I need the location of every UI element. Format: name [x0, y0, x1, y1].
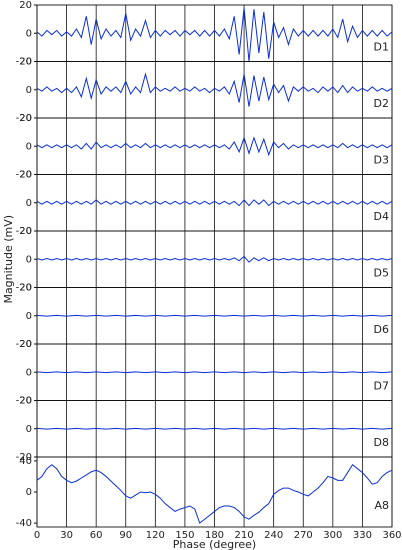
x-tick-label: 210	[235, 530, 254, 541]
signal-line	[36, 72, 393, 107]
y-tick-label: 0	[26, 311, 32, 322]
y-tick-label: 0	[26, 198, 32, 209]
y-tick-label: 0	[26, 254, 32, 265]
y-tick-label: 0	[26, 487, 32, 498]
signal-line	[36, 427, 393, 430]
x-tick-label: 150	[175, 530, 194, 541]
signal-line	[36, 199, 393, 207]
panel-label: D6	[374, 323, 389, 336]
x-tick-label: 240	[264, 530, 283, 541]
x-tick-label: 300	[323, 530, 342, 541]
x-tick-label: 0	[34, 530, 40, 541]
y-tick-label: 20	[19, 283, 32, 294]
x-tick-label: 120	[146, 530, 165, 541]
y-tick-label: 0	[26, 141, 32, 152]
signal-line	[36, 464, 393, 524]
x-tick-label: 270	[294, 530, 313, 541]
y-tick-label: 20	[19, 396, 32, 407]
x-axis-label: Phase (degree)	[173, 538, 256, 550]
x-tick-label: 360	[382, 530, 401, 541]
y-tick-label: 0	[26, 367, 32, 378]
panel-label: D5	[374, 266, 389, 279]
signal-line	[36, 255, 393, 263]
y-tick-label: -20	[16, 283, 32, 294]
y-tick-label: 20	[19, 57, 32, 68]
x-tick-label: 330	[353, 530, 372, 541]
y-tick-label: 0	[26, 28, 32, 39]
y-tick-label: -20	[16, 57, 32, 68]
signal-line	[36, 7, 393, 62]
x-tick-label: 60	[90, 530, 103, 541]
y-tick-label: 20	[19, 339, 32, 350]
y-tick-label: -20	[16, 452, 32, 463]
y-axis-label: Magnitude (mV)	[2, 215, 15, 304]
y-tick-label: -20	[16, 113, 32, 124]
panel-label: D4	[374, 210, 389, 223]
y-tick-label: 20	[19, 170, 32, 181]
panel-label: D8	[374, 436, 389, 449]
x-tick-label: 180	[205, 530, 224, 541]
y-tick-label: -20	[16, 170, 32, 181]
y-tick-label: 20	[19, 226, 32, 237]
panel-label: D7	[374, 379, 389, 392]
x-tick-label: 90	[119, 530, 132, 541]
y-tick-label: -40	[16, 518, 32, 529]
y-tick-label: -20	[16, 339, 32, 350]
y-tick-label: 0	[26, 424, 32, 435]
y-tick-label: -20	[16, 396, 32, 407]
y-tick-label: 0	[26, 85, 32, 96]
signal-line	[36, 136, 393, 157]
y-tick-label: 40	[19, 456, 32, 467]
y-tick-label: -20	[16, 226, 32, 237]
y-tick-label: 20	[19, 113, 32, 124]
x-tick-label: 30	[60, 530, 73, 541]
panel-label: D3	[374, 153, 389, 166]
panel-label: D1	[374, 40, 389, 53]
panel-label: A8	[374, 499, 389, 512]
panel-label: D2	[374, 97, 389, 110]
signal-line	[36, 314, 393, 317]
signal-line	[36, 371, 393, 374]
y-tick-label: 20	[19, 0, 32, 11]
